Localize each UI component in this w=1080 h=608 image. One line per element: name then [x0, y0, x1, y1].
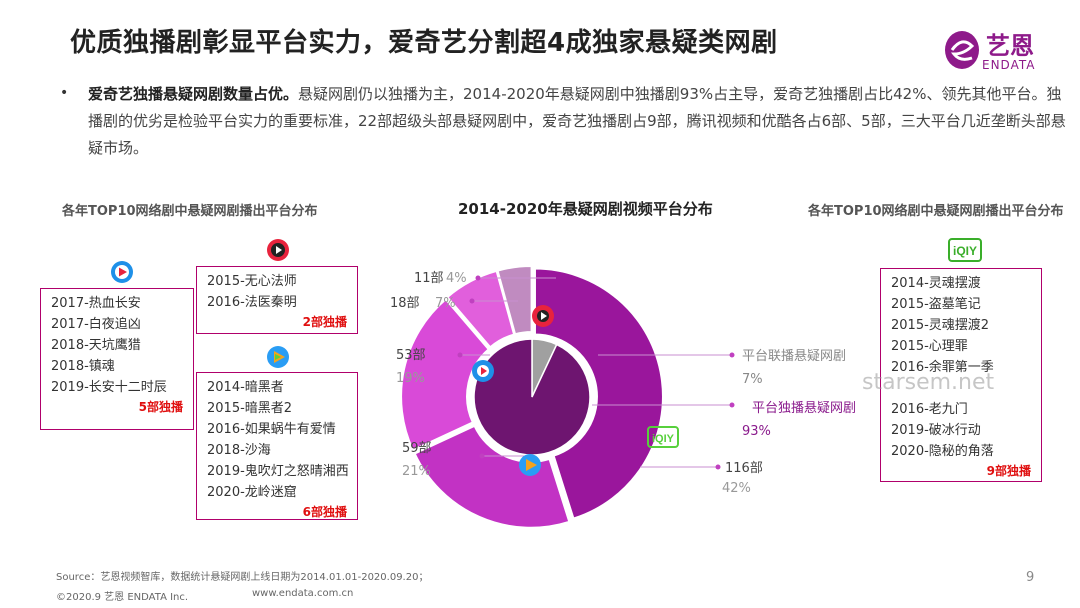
inner-slice-1: [473, 338, 591, 456]
slice-count-label: 18部: [390, 296, 420, 311]
leader-dot: [457, 352, 463, 358]
outer-slice-2: [400, 297, 491, 452]
tencent-drama-item: 2020-龙岭迷窟: [207, 485, 297, 500]
iqiyi-drama-item: 2015-灵魂摆渡2: [891, 318, 990, 333]
leader-dot: [479, 453, 485, 459]
bullet-point: •: [60, 85, 69, 101]
tencent-drama-item: 2015-暗黑者2: [207, 401, 293, 416]
slice-pct-label: 7%: [435, 296, 456, 311]
iqiyi-drama-item: 2019-破冰行动: [891, 423, 981, 438]
footer-copyright: ©2020.9 艺恩 ENDATA Inc.: [56, 592, 189, 603]
endata-logo-icon: [945, 31, 979, 69]
leader-dot: [729, 352, 735, 358]
logo-cn: 艺恩: [986, 32, 1034, 60]
sohu-drama-item: 2015-无心法师: [207, 274, 297, 289]
tencent-exclusive-box: 2014-暗黑者 2015-暗黑者2 2016-如果蜗牛有爱情 2018-沙海 2019…: [196, 372, 358, 520]
inner-slice-pct: 7%: [742, 372, 763, 387]
left-section-title: 各年TOP10网络剧中悬疑网剧播出平台分布: [62, 204, 318, 219]
youku-icon: [111, 261, 133, 283]
iqiyi-logo-text: iQIY: [953, 244, 977, 258]
sohu-exclusive-count: 2部独播: [302, 315, 347, 329]
summary-paragraph: 爱奇艺独播悬疑网剧数量占优。悬疑网剧仍以独播为主，2014-2020年悬疑网剧中…: [88, 81, 1068, 162]
slice-count-label: 53部: [396, 348, 426, 363]
tencent-drama-item: 2019-鬼吹灯之怒晴湘西: [207, 464, 349, 479]
iqiyi-exclusive-count: 9部独播: [986, 464, 1031, 478]
page-number: 9: [1026, 570, 1035, 585]
leader-dot: [469, 298, 475, 304]
youku-drama-item: 2017-热血长安: [51, 296, 141, 311]
inner-slice-pct: 93%: [742, 424, 771, 439]
leader-dot: [729, 402, 735, 408]
slice-pct-label: 4%: [446, 271, 467, 286]
iqiyi-drama-item: 2016-余罪第一季: [891, 360, 994, 375]
platform-distribution-chart: 116部 42% 59部 21% 53部 19% 18部 7% 11部 4% iQIY 平台联播悬疑网…: [390, 265, 856, 529]
footer-source: Source：艺恩视频智库，数据统计悬疑网剧上线日期为2014.01.01-20…: [56, 572, 429, 583]
tencent-drama-item: 2018-沙海: [207, 443, 271, 458]
slice-count-label: 11部: [414, 271, 444, 286]
youku-exclusive-box: 2017-热血长安 2017-白夜追凶 2018-天坑鹰猎 2018-镇魂 2019-长…: [40, 288, 194, 430]
outer-slice-0: [533, 267, 664, 520]
youku-drama-item: 2017-白夜追凶: [51, 317, 141, 332]
outer-slice-3: [445, 269, 516, 349]
youku-drama-item: 2019-长安十二时辰: [51, 380, 167, 395]
tencent-drama-item: 2014-暗黑者: [207, 380, 284, 395]
slice-pct-label: 19%: [396, 371, 425, 386]
slice-pct-label: 21%: [402, 464, 431, 479]
iqiyi-drama-item: 2014-灵魂摆渡: [891, 276, 981, 291]
iqiyi-drama-item: 2015-盗墓笔记: [891, 297, 981, 312]
footer-url: www.endata.com.cn: [252, 588, 354, 599]
youku-exclusive-count: 5部独播: [138, 400, 183, 414]
youku-drama-item: 2018-天坑鹰猎: [51, 338, 141, 353]
iqiyi-icon: iQIY: [948, 238, 982, 262]
iqiyi-slice-icon: iQIY: [647, 426, 679, 448]
slice-count-label: 116部: [725, 461, 763, 476]
iqiyi-drama-item: 2020-隐秘的角落: [891, 444, 994, 459]
chart-title: 2014-2020年悬疑网剧视频平台分布: [458, 200, 713, 218]
leader-dot: [475, 275, 481, 281]
leader-dot: [715, 464, 721, 470]
slice-pct-label: 42%: [722, 481, 751, 496]
sohu-exclusive-box: 2015-无心法师 2016-法医秦明 2部独播: [196, 266, 358, 334]
sohu-drama-item: 2016-法医秦明: [207, 295, 297, 310]
tencent-drama-item: 2016-如果蜗牛有爱情: [207, 422, 336, 437]
right-section-title: 各年TOP10网络剧中悬疑网剧播出平台分布: [808, 204, 1064, 219]
summary-bold: 爱奇艺独播悬疑网剧数量占优。: [88, 85, 299, 103]
inner-slice-label: 平台独播悬疑网剧: [752, 400, 856, 416]
svg-text:iQIY: iQIY: [652, 433, 675, 445]
iqiyi-drama-item: 2016-老九门: [891, 402, 968, 417]
iqiyi-exclusive-box: 2014-灵魂摆渡 2015-盗墓笔记 2015-灵魂摆渡2 2015-心理罪 2016…: [880, 268, 1042, 482]
youku-drama-item: 2018-镇魂: [51, 359, 115, 374]
sohu-icon: [267, 239, 289, 261]
watermark: starsem.net: [862, 370, 995, 395]
outer-slice-4: [496, 265, 533, 336]
tencent-exclusive-count: 6部独播: [302, 505, 347, 519]
tencent-video-icon: [267, 346, 289, 368]
sohu-slice-icon: [532, 305, 554, 327]
tencent-slice-icon: [519, 454, 541, 476]
logo-en: ENDATA: [982, 58, 1036, 72]
inner-slice-label: 平台联播悬疑网剧: [742, 348, 846, 364]
youku-slice-icon: [472, 360, 494, 382]
page-title: 优质独播剧彰显平台实力，爱奇艺分割超4成独家悬疑类网剧: [70, 28, 778, 58]
iqiyi-drama-item: 2015-心理罪: [891, 339, 968, 354]
slice-count-label: 59部: [402, 441, 432, 456]
summary-text: 悬疑网剧仍以独播为主，2014-2020年悬疑网剧中独播剧93%占主导，爱奇艺独…: [88, 85, 1066, 157]
